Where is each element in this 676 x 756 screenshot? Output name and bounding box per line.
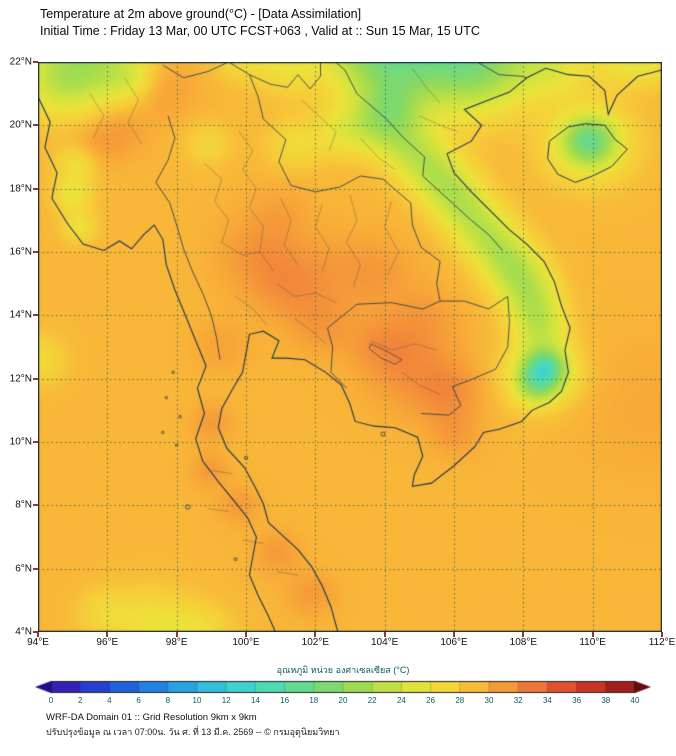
footer: WRF-DA Domain 01 :: Grid Resolution 9km …	[46, 710, 340, 740]
colorbar-tick-label: 28	[455, 696, 465, 705]
colorbar-tick-label: 10	[192, 696, 202, 705]
lon-axis-label: 94°E	[27, 637, 49, 648]
lon-axis-tick	[661, 632, 663, 637]
colorbar-tick-label: 30	[484, 696, 494, 705]
lon-axis-label: 112°E	[648, 637, 676, 648]
colorbar-tick-label: 26	[426, 696, 436, 705]
colorbar-tick-label: 20	[338, 696, 348, 705]
lat-axis-tick	[33, 61, 38, 63]
colorbar-tick-label: 2	[77, 696, 83, 705]
lat-axis-label: 14°N	[9, 309, 32, 321]
lat-axis-label: 8°N	[15, 499, 32, 511]
lat-axis-tick	[33, 631, 38, 633]
colorbar-tick-label: 38	[601, 696, 611, 705]
lat-axis-label: 20°N	[9, 119, 32, 131]
lat-axis-tick	[33, 314, 38, 317]
lon-axis-tick	[106, 632, 109, 637]
footer-update-info: ปรับปรุงข้อมูล ณ เวลา 07:00น. วัน ศ. ที่…	[46, 727, 340, 737]
map-subtitle: Initial Time : Friday 13 Mar, 00 UTC FCS…	[40, 24, 480, 38]
colorbar-tick-label: 40	[630, 696, 640, 705]
lon-axis-tick	[453, 632, 455, 637]
lat-axis-label: 22°N	[9, 56, 32, 68]
colorbar-tick-label: 4	[107, 696, 112, 705]
colorbar-tick-label: 14	[250, 696, 260, 705]
header: Temperature at 2m above ground(°C) - [Da…	[40, 6, 480, 40]
lat-axis-label: 16°N	[9, 246, 32, 258]
colorbar-tick-label: 24	[396, 696, 406, 705]
colorbar-tick-label: 8	[165, 696, 171, 705]
lon-axis-label: 110°E	[579, 637, 606, 648]
map-plot: 22°N 20°N 18°N 16°N 14°N 12°N 10°N 8°N 6°N 4°N 94°…	[10, 57, 676, 649]
lat-axis-tick	[33, 187, 38, 190]
lon-axis-tick	[37, 632, 39, 637]
colorbar-tick-row: 0 2 4 6 8 10 12 14 16 18 20 22 24 26 28 30 32 34 36 38 40	[33, 696, 653, 707]
lon-axis-label: 98°E	[165, 637, 188, 648]
lon-axis-tick	[314, 632, 317, 637]
lat-axis-label: 12°N	[9, 373, 32, 385]
lon-axis-tick	[522, 632, 525, 637]
colorbar-tick-label: 34	[542, 696, 552, 705]
temperature-field-canvas	[38, 62, 662, 632]
lon-axis-tick	[245, 632, 247, 637]
map-title: Temperature at 2m above ground(°C) - [Da…	[40, 7, 362, 21]
colorbar-tick-label: 16	[280, 696, 290, 705]
lat-axis-tick	[33, 124, 38, 127]
colorbar-tick-label: 18	[309, 696, 319, 705]
lon-axis-tick	[175, 632, 178, 637]
lat-axis-tick	[33, 377, 38, 380]
lat-axis-tick	[33, 567, 38, 570]
colorbar-scale	[33, 679, 653, 695]
lon-axis-tick	[383, 632, 386, 637]
lat-axis-tick	[33, 251, 38, 253]
lon-axis-label: 106°E	[440, 637, 468, 648]
colorbar: อุณหภูมิ หน่วย องศาเซลเซียส (°C) 0 2 4 6 8 10…	[33, 663, 653, 707]
lat-axis-label: 6°N	[15, 563, 32, 575]
footer-domain-info: WRF-DA Domain 01 :: Grid Resolution 9km …	[46, 712, 257, 723]
lon-axis-label: 96°E	[96, 637, 119, 648]
lon-axis-label: 104°E	[370, 637, 399, 648]
colorbar-tick-label: 36	[572, 696, 582, 705]
colorbar-tick-label: 0	[48, 696, 54, 705]
colorbar-tick-label: 12	[221, 696, 231, 705]
lat-axis-label: 4°N	[15, 626, 32, 638]
lon-axis-label: 102°E	[301, 637, 330, 648]
lat-axis-label: 18°N	[9, 183, 32, 195]
lat-axis-tick	[33, 441, 38, 443]
colorbar-tick-label: 22	[367, 696, 377, 705]
colorbar-tick-label: 32	[513, 696, 523, 705]
colorbar-label: อุณหภูมิ หน่วย องศาเซลเซียส (°C)	[276, 665, 410, 675]
lat-axis-label: 10°N	[9, 436, 32, 448]
lon-axis-tick	[591, 632, 594, 637]
lon-axis-label: 108°E	[509, 637, 538, 648]
lat-axis-tick	[33, 504, 38, 507]
lon-axis-label: 100°E	[232, 637, 260, 648]
colorbar-tick-label: 6	[136, 696, 141, 705]
